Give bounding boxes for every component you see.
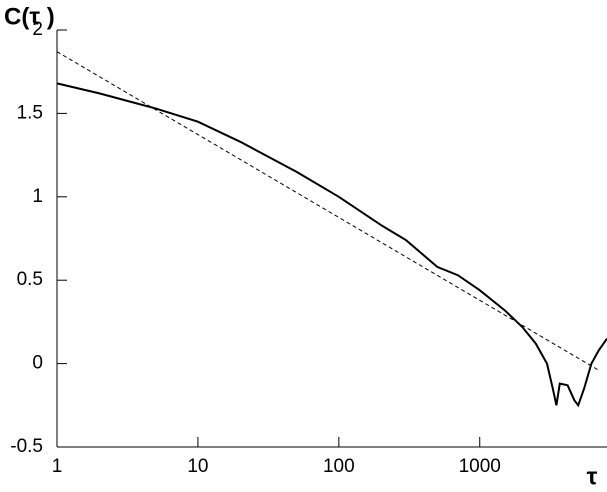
x-tick-label: 1	[52, 456, 63, 477]
y-tick-label: 0.5	[17, 269, 43, 290]
y-tick-label: 2	[32, 19, 43, 40]
x-tick-label: 100	[323, 456, 355, 477]
y-tick-label: 1	[32, 186, 43, 207]
series-line	[56, 51, 600, 371]
x-tick-label: 10	[187, 456, 208, 477]
x-axis-label: τ	[587, 463, 598, 490]
series-line	[56, 82, 607, 408]
y-axis-label: C(τ )	[4, 3, 55, 30]
y-tick-label: 1.5	[17, 102, 43, 123]
y-tick-label: 0	[32, 353, 43, 374]
y-tick-label: -0.5	[10, 436, 43, 457]
x-tick-label: 1000	[459, 456, 501, 477]
